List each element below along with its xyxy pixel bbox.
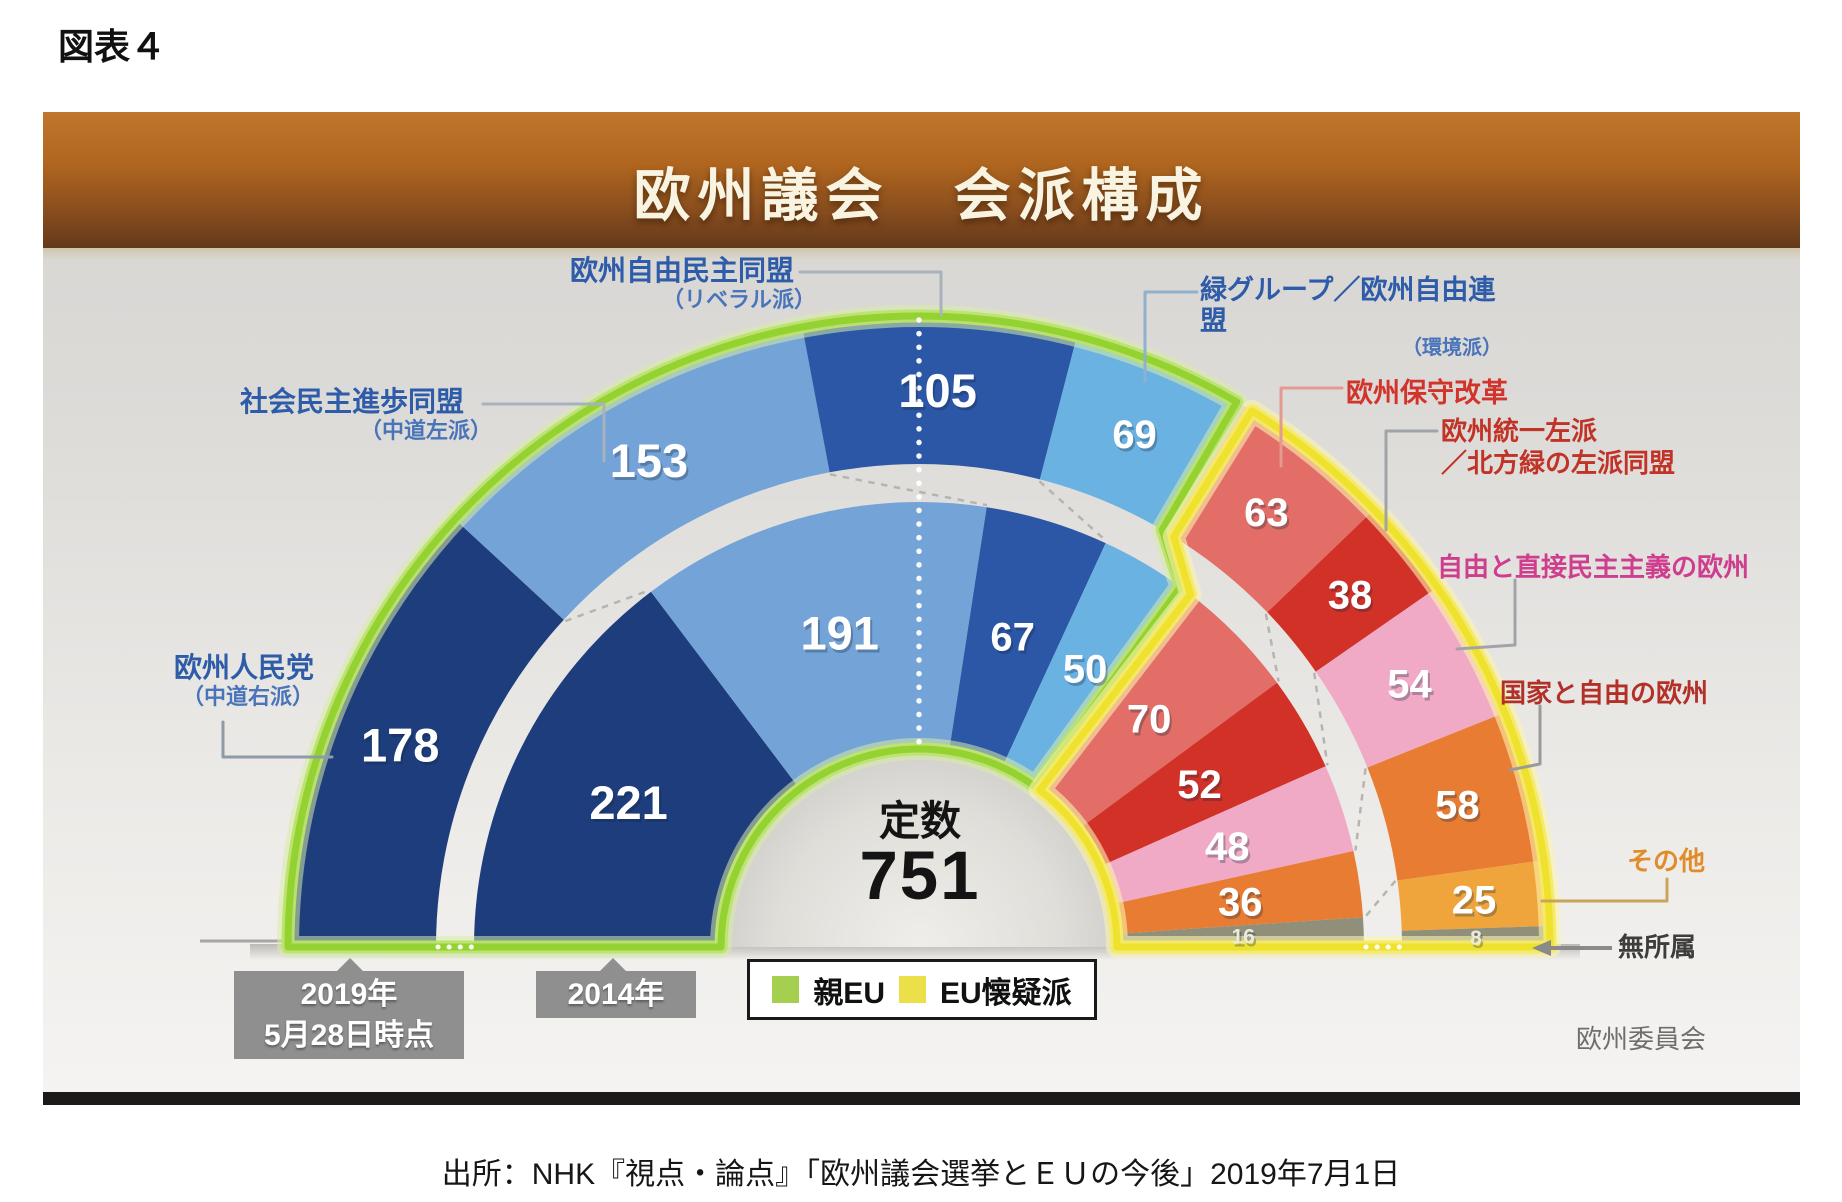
svg-text:191: 191	[801, 606, 879, 659]
svg-text:25: 25	[1452, 879, 1497, 923]
svg-text:69: 69	[1114, 416, 1159, 460]
label-non-attached: 無所属	[1618, 932, 1697, 962]
svg-text:50: 50	[1063, 648, 1108, 692]
svg-text:58: 58	[1435, 784, 1480, 828]
year-box-2014-pointer	[599, 958, 627, 972]
svg-text:63: 63	[1244, 491, 1289, 535]
label-guengl: 欧州統一左派 ／北方緑の左派同盟	[1441, 415, 1675, 479]
svg-text:70: 70	[1127, 698, 1172, 742]
svg-text:48: 48	[1207, 828, 1252, 872]
year-box-2019: 2019年 5月28日時点	[234, 958, 464, 1059]
label-enf: 国家と自由の欧州	[1500, 678, 1709, 708]
svg-text:153: 153	[610, 434, 688, 487]
label-alde-paren: （リベラル派）	[661, 287, 816, 313]
label-sd: 社会民主進歩同盟 （中道左派）	[240, 386, 492, 443]
seat-total: 定数 751	[810, 798, 1030, 914]
caption: 出所：NHK『視点・論点』「欧州議会選挙とＥＵの今後」2019年7月1日	[441, 1158, 1401, 1191]
label-epp-paren: （中道右派）	[181, 684, 314, 710]
label-greens-paren: （環境派）	[1402, 337, 1502, 360]
pro-eu-label: 親EU	[813, 976, 885, 1010]
label-alde-name: 欧州自由民主同盟	[570, 255, 795, 286]
svg-text:54: 54	[1387, 662, 1432, 706]
label-epp: 欧州人民党 （中道右派）	[112, 652, 314, 709]
year-2019-line1: 2019年	[300, 978, 398, 1011]
svg-text:178: 178	[361, 718, 439, 771]
pro-eu-swatch	[772, 976, 800, 1003]
label-guengl-line1: 欧州統一左派	[1441, 416, 1598, 446]
seat-total-label: 定数	[879, 798, 961, 844]
label-epp-name: 欧州人民党	[173, 652, 314, 683]
svg-text:105: 105	[898, 364, 976, 417]
year-2014-line1: 2014年	[567, 978, 665, 1011]
svg-text:52: 52	[1179, 766, 1224, 810]
svg-text:70: 70	[1129, 701, 1174, 745]
seat-total-value: 751	[859, 837, 981, 914]
label-ecr: 欧州保守改革	[1346, 378, 1508, 408]
svg-text:25: 25	[1454, 882, 1499, 926]
svg-text:153: 153	[612, 437, 690, 490]
panel-bottom-bar	[43, 1092, 1800, 1105]
svg-text:36: 36	[1220, 883, 1265, 927]
header-divider-strip	[43, 248, 1800, 261]
svg-text:54: 54	[1389, 665, 1434, 709]
svg-text:221: 221	[589, 776, 667, 829]
eu-sceptic-swatch	[899, 976, 926, 1003]
label-greens: 緑グループ／欧州自由連盟 （環境派）	[1200, 275, 1502, 360]
svg-text:16: 16	[1234, 929, 1257, 952]
svg-text:191: 191	[803, 609, 881, 662]
label-alde: 欧州自由民主同盟 （リベラル派）	[570, 255, 816, 312]
svg-text:69: 69	[1112, 413, 1157, 457]
figure-label: 図表４	[58, 26, 167, 67]
svg-text:48: 48	[1205, 825, 1250, 869]
eu-sceptic-label: EU懐疑派	[940, 976, 1072, 1010]
year-box-2019-pointer	[336, 958, 364, 972]
label-greens-name: 緑グループ／欧州自由連盟	[1200, 275, 1496, 337]
svg-text:52: 52	[1177, 763, 1222, 807]
label-sd-name: 社会民主進歩同盟	[240, 386, 465, 417]
legend: 親EU EU懐疑派	[747, 959, 1097, 1020]
label-sd-paren: （中道左派）	[359, 418, 492, 444]
svg-text:8: 8	[1472, 930, 1484, 953]
svg-text:50: 50	[1065, 651, 1110, 695]
svg-text:36: 36	[1218, 880, 1263, 924]
source-note: 欧州委員会	[1576, 1024, 1707, 1054]
svg-text:105: 105	[900, 367, 978, 420]
label-efdd: 自由と直接民主主義の欧州	[1437, 552, 1750, 582]
year-2019-line2: 5月28日時点	[263, 1019, 435, 1052]
label-guengl-line2: ／北方緑の左派同盟	[1441, 448, 1676, 478]
svg-text:221: 221	[591, 779, 669, 832]
year-box-2014: 2014年	[536, 958, 696, 1018]
svg-text:178: 178	[363, 721, 441, 774]
svg-text:67: 67	[992, 619, 1037, 663]
svg-text:16: 16	[1232, 926, 1255, 949]
chart-header-bar	[43, 112, 1800, 248]
svg-text:38: 38	[1328, 574, 1373, 618]
svg-text:63: 63	[1246, 494, 1291, 538]
chart-title: 欧州議会 会派構成	[633, 164, 1210, 228]
svg-text:38: 38	[1330, 577, 1375, 621]
svg-text:58: 58	[1437, 787, 1482, 831]
svg-text:67: 67	[990, 616, 1035, 660]
svg-text:8: 8	[1470, 927, 1482, 950]
label-others: その他	[1627, 846, 1706, 876]
